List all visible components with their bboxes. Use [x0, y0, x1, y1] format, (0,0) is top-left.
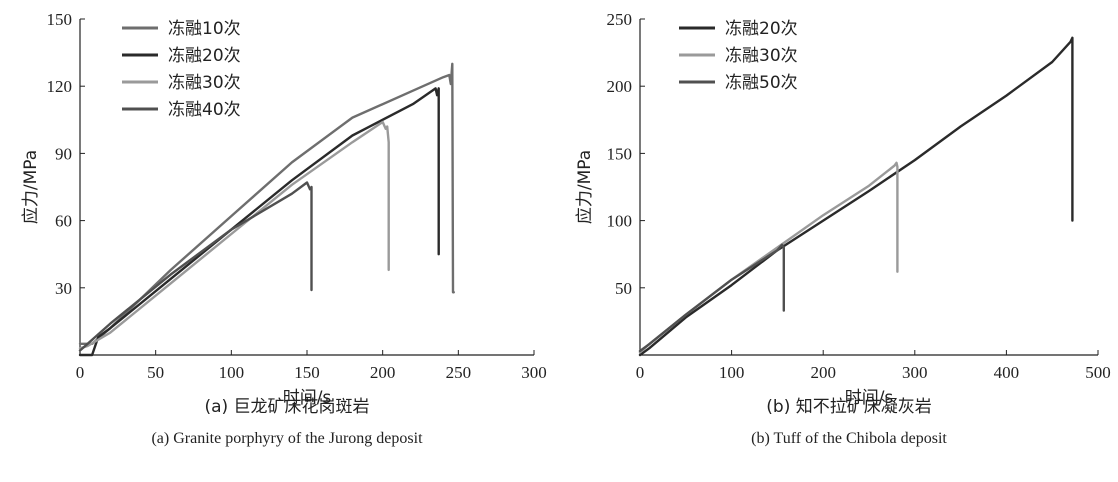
chart-b-x-axis-label: 时间/s	[845, 388, 894, 408]
chart-b-series-line-3	[638, 243, 785, 353]
chart-a-x-axis-label: 时间/s	[283, 388, 332, 408]
chart-a-caption-en: (a) Granite porphyry of the Jurong depos…	[151, 430, 423, 447]
chart-a-x-tick-label: 250	[446, 363, 472, 382]
chart-a-legend-label-3: 冻融30次	[168, 73, 241, 93]
chart-b-legend-label-3: 冻融50次	[725, 73, 798, 93]
chart-a-series-line-3	[78, 120, 390, 350]
chart-a-x-tick-label: 300	[521, 363, 547, 382]
chart-a-y-axis-label: 应力/MPa	[21, 150, 41, 224]
chart-a-y-tick-label: 120	[47, 77, 73, 96]
chart-b-x-tick-label: 400	[994, 363, 1020, 382]
chart-b-y-tick-label: 100	[607, 212, 633, 231]
chart-b-x-tick-label: 200	[810, 363, 836, 382]
chart-a-series-line-4	[78, 181, 313, 352]
chart-b-x-tick-label: 500	[1085, 363, 1111, 382]
chart-b-y-tick-label: 250	[607, 10, 633, 29]
chart-b-legend-label-2: 冻融30次	[725, 46, 798, 66]
chart-b: 0 100 200 300 400 500 50 100 150 200 250 时间/s 应力/MPa…	[575, 10, 1111, 447]
chart-a: 0 50 100 150 200 250 300 30 60 90 120 150 时间/s 应力/MPa…	[21, 10, 547, 447]
chart-a-y-tick-label: 30	[55, 279, 72, 298]
chart-a-x-tick-label: 100	[219, 363, 245, 382]
chart-a-x-tick-label: 50	[147, 363, 164, 382]
chart-a-legend-label-1: 冻融10次	[168, 19, 241, 39]
chart-a-x-tick-label: 200	[370, 363, 396, 382]
chart-a-y-tick-label: 150	[47, 10, 73, 29]
chart-a-y-tick-label: 90	[55, 144, 72, 163]
chart-a-y-tick-label: 60	[55, 212, 72, 231]
chart-b-caption-en: (b) Tuff of the Chibola deposit	[751, 430, 947, 447]
chart-b-y-tick-label: 50	[615, 279, 632, 298]
chart-a-legend-label-2: 冻融20次	[168, 46, 241, 66]
chart-a-x-tick-label: 0	[76, 363, 85, 382]
chart-b-x-tick-label: 0	[636, 363, 645, 382]
chart-b-x-tick-label: 300	[902, 363, 928, 382]
chart-a-caption-cn: (a) 巨龙矿床花岗斑岩	[204, 397, 369, 417]
chart-b-x-tick-label: 100	[719, 363, 745, 382]
chart-b-series-line-1	[638, 36, 1074, 357]
chart-b-caption-cn: (b) 知不拉矿床凝灰岩	[766, 397, 931, 417]
chart-b-y-axis-label: 应力/MPa	[575, 150, 595, 224]
chart-a-series-line-2	[78, 87, 440, 357]
chart-b-legend-label-1: 冻融20次	[725, 19, 798, 39]
chart-b-y-tick-label: 150	[607, 144, 633, 163]
chart-b-y-tick-label: 200	[607, 77, 633, 96]
chart-a-x-tick-label: 150	[294, 363, 320, 382]
chart-a-legend-label-4: 冻融40次	[168, 100, 241, 120]
